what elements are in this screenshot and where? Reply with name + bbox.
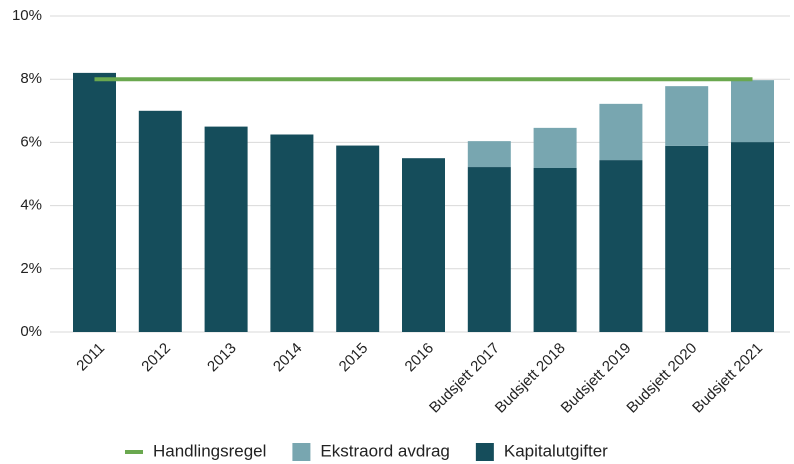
bar	[467, 141, 511, 168]
legend-label: Kapitalutgifter	[504, 441, 608, 460]
legend-swatch	[475, 443, 494, 461]
x-tick-label: 2014	[270, 340, 306, 376]
bar	[336, 145, 380, 332]
bar	[533, 167, 577, 332]
x-tick-label: Budsjett 2021	[689, 340, 766, 417]
bar	[270, 134, 314, 332]
x-tick-label: 2012	[138, 340, 174, 376]
bar	[731, 142, 774, 332]
bar	[467, 167, 511, 332]
bar	[533, 127, 577, 168]
x-tick-label: 2016	[402, 340, 438, 376]
bar	[665, 145, 709, 332]
bar	[204, 126, 248, 332]
y-tick-label: 0%	[20, 323, 42, 340]
bar	[599, 160, 643, 332]
legend-label: Handlingsregel	[153, 441, 266, 460]
bar	[73, 72, 116, 332]
legend-label: Ekstraord avdrag	[320, 441, 449, 460]
y-tick-label: 8%	[20, 70, 42, 87]
y-tick-label: 10%	[12, 7, 42, 24]
y-tick-label: 4%	[20, 197, 42, 214]
y-tick-label: 6%	[20, 133, 42, 150]
x-tick-label: 2015	[336, 340, 372, 376]
x-tick-label: 2013	[204, 340, 240, 376]
bar	[402, 158, 445, 332]
bar	[731, 80, 774, 143]
bar	[599, 103, 643, 161]
bar	[138, 110, 182, 332]
y-tick-label: 2%	[20, 260, 42, 277]
legend-swatch	[292, 443, 311, 461]
bar	[665, 86, 709, 146]
x-tick-label: 2011	[73, 340, 108, 375]
